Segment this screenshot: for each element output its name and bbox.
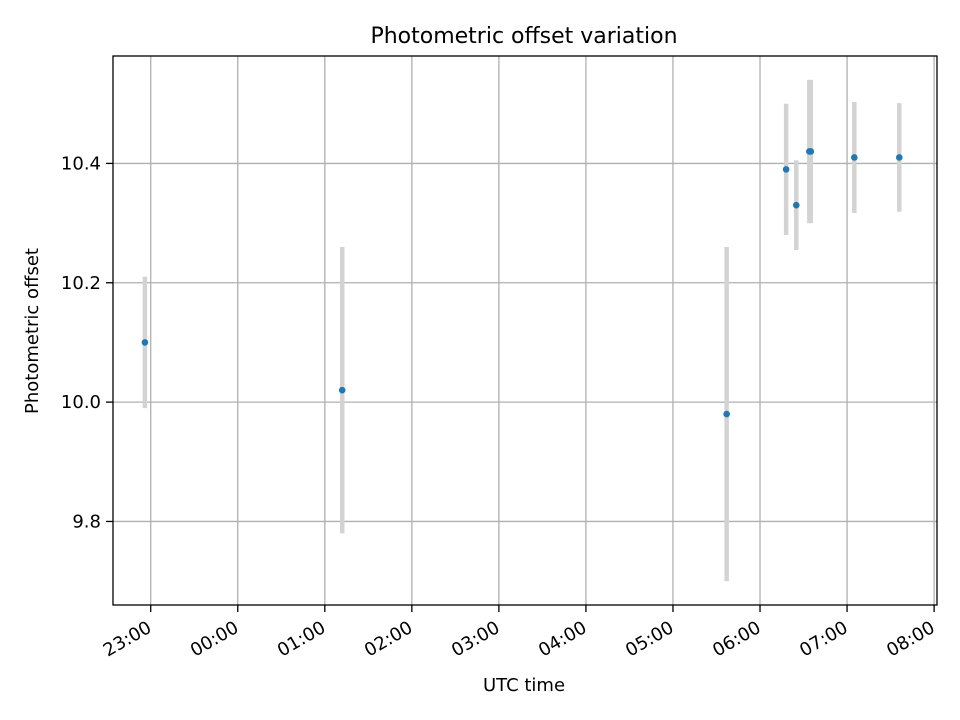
y-tick-label: 9.8 [72, 511, 101, 532]
y-tick-label: 10.2 [61, 273, 101, 294]
grid [113, 56, 937, 605]
plot-frame [112, 55, 938, 606]
data-point [782, 166, 790, 173]
data-point [895, 154, 903, 161]
x-tick-label: 05:00 [622, 617, 677, 661]
x-tick-label: 23:00 [100, 617, 155, 661]
y-axis-label: Photometric offset [22, 248, 43, 414]
x-tick-label: 00:00 [187, 617, 242, 661]
data-point [807, 148, 815, 155]
x-tick-label: 03:00 [448, 617, 503, 661]
data-point [723, 410, 730, 418]
data-point [851, 154, 858, 161]
data-point [338, 386, 346, 394]
error-bars [142, 79, 902, 582]
x-tick-label: 07:00 [796, 617, 851, 661]
x-axis-label: UTC time [483, 675, 565, 696]
x-tick-label: 02:00 [361, 617, 416, 661]
data-points [141, 148, 903, 418]
x-axis-ticks: 23:00 00:00 01:00 02:00 03:00 04:00 05:00 06:00… [100, 605, 939, 661]
y-tick-label: 10.4 [61, 153, 101, 174]
chart-title: Photometric offset variation [370, 24, 677, 49]
x-tick-label: 08:00 [883, 617, 938, 661]
x-tick-label: 04:00 [535, 617, 590, 661]
data-point [141, 339, 149, 346]
x-tick-label: 06:00 [709, 617, 764, 661]
x-tick-label: 01:00 [274, 617, 329, 661]
y-tick-label: 10.0 [61, 392, 101, 413]
y-axis-ticks: 9.8 10.0 10.2 10.4 [61, 153, 113, 532]
data-point [792, 201, 800, 209]
